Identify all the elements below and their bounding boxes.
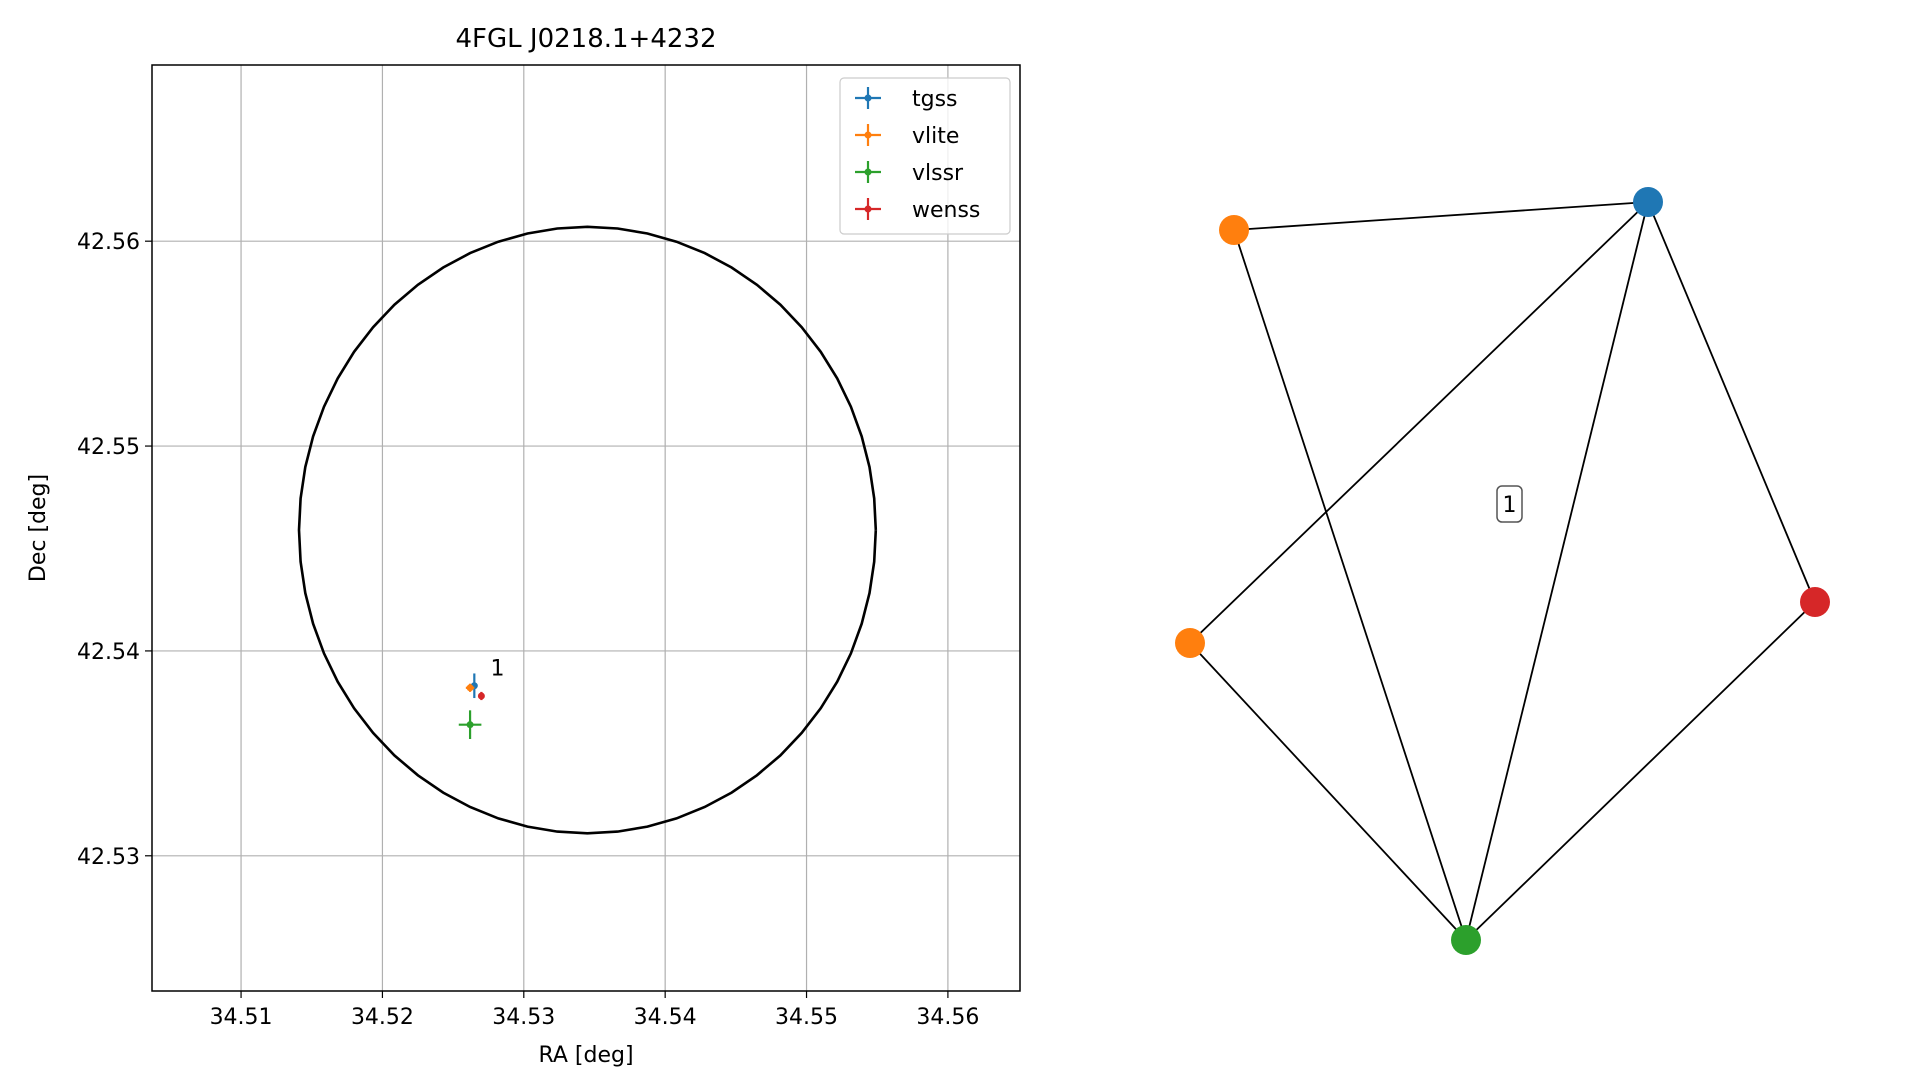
graph-edge bbox=[1465, 201, 1649, 941]
match-network-graph: 1 bbox=[1175, 187, 1830, 955]
graph-edge bbox=[1189, 201, 1649, 644]
x-tick-label: 34.54 bbox=[634, 1005, 697, 1030]
sky-position-chart: 4FGL J0218.1+4232 1 34.51 34.52 34.53 34.54… bbox=[26, 24, 1021, 1068]
legend: tgss vlite vlssr wenss bbox=[839, 77, 1011, 235]
legend-marker-dot bbox=[864, 131, 872, 139]
graph-node-n-blue bbox=[1633, 187, 1663, 217]
graph-edges bbox=[1189, 201, 1816, 941]
legend-box bbox=[839, 77, 1011, 235]
graph-node-n-red bbox=[1800, 587, 1830, 617]
x-axis-label: RA [deg] bbox=[538, 1043, 633, 1068]
legend-item-wenss: wenss bbox=[855, 198, 980, 223]
y-tick-label: 42.56 bbox=[77, 230, 140, 255]
legend-item-vlite: vlite bbox=[855, 124, 959, 149]
ellipse-outline bbox=[297, 225, 878, 835]
legend-marker-dot bbox=[864, 205, 872, 213]
legend-label: vlite bbox=[912, 124, 959, 149]
marker-vlssr bbox=[466, 721, 474, 729]
y-axis-label: Dec [deg] bbox=[26, 474, 51, 582]
y-tick-label: 42.53 bbox=[77, 845, 140, 870]
marker-wenss bbox=[477, 692, 485, 700]
localization-ellipse bbox=[297, 225, 878, 835]
graph-edge bbox=[1647, 201, 1816, 603]
legend-marker-dot bbox=[864, 94, 872, 102]
graph-edge bbox=[1233, 229, 1467, 941]
graph-label-text: 1 bbox=[1503, 493, 1517, 518]
chart-title: 4FGL J0218.1+4232 bbox=[456, 24, 717, 54]
y-tick-label: 42.54 bbox=[77, 640, 140, 665]
legend-marker-dot bbox=[864, 168, 872, 176]
graph-node-n-green bbox=[1451, 925, 1481, 955]
axis-ticks: 34.51 34.52 34.53 34.54 34.55 34.56 42.53 42.54… bbox=[77, 230, 979, 1030]
point-wenss bbox=[477, 691, 485, 701]
x-tick-label: 34.52 bbox=[351, 1005, 414, 1030]
graph-edge bbox=[1465, 601, 1816, 941]
x-tick-label: 34.51 bbox=[210, 1005, 273, 1030]
graph-label-box bbox=[1496, 485, 1523, 523]
annotations: 1 bbox=[490, 657, 504, 682]
legend-item-vlssr: vlssr bbox=[855, 161, 964, 186]
source-points bbox=[458, 673, 485, 740]
x-tick-label: 34.53 bbox=[492, 1005, 555, 1030]
graph-node-n-orange-2 bbox=[1175, 628, 1205, 658]
graph-node-n-orange-1 bbox=[1219, 215, 1249, 245]
graph-edge bbox=[1233, 201, 1649, 231]
legend-label: wenss bbox=[912, 198, 980, 223]
x-tick-label: 34.55 bbox=[775, 1005, 838, 1030]
legend-label: tgss bbox=[912, 87, 958, 112]
marker-vlite bbox=[466, 684, 474, 692]
graph-label: 1 bbox=[1496, 485, 1523, 523]
legend-label: vlssr bbox=[912, 161, 964, 186]
point-vlssr bbox=[458, 710, 482, 740]
graph-nodes bbox=[1175, 187, 1830, 955]
annotation-label: 1 bbox=[490, 657, 504, 682]
graph-edge bbox=[1189, 642, 1467, 941]
y-tick-label: 42.55 bbox=[77, 435, 140, 460]
x-tick-label: 34.56 bbox=[916, 1005, 979, 1030]
legend-item-tgss: tgss bbox=[855, 87, 958, 112]
plot-frame bbox=[151, 64, 1021, 992]
point-vlite bbox=[465, 683, 475, 692]
